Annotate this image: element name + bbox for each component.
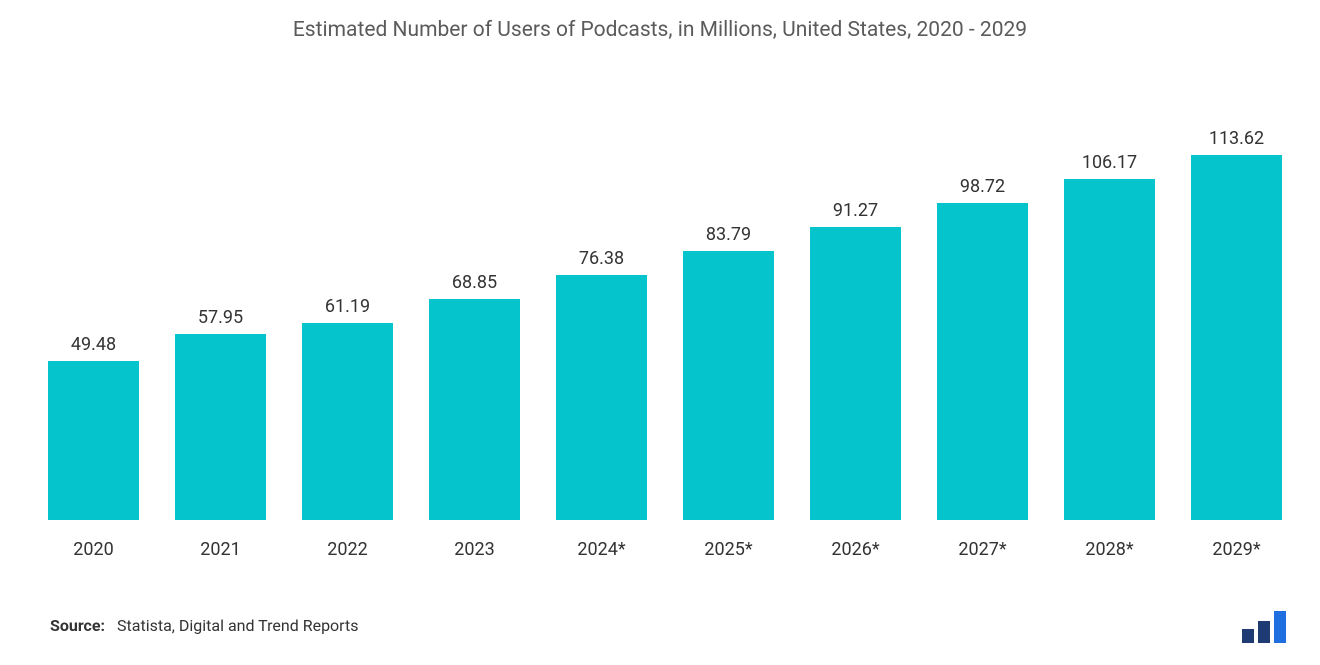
bar-value-label: 98.72	[960, 176, 1005, 197]
bar-value-label: 49.48	[71, 334, 116, 355]
bar-value-label: 91.27	[833, 200, 878, 221]
x-tick-label: 2024*	[538, 539, 665, 560]
bar	[556, 275, 647, 521]
bar-value-label: 76.38	[579, 248, 624, 269]
chart-title: Estimated Number of Users of Podcasts, i…	[0, 18, 1320, 42]
bar	[810, 227, 901, 520]
bar-slot: 61.19	[284, 70, 411, 520]
bar-value-label: 113.62	[1209, 128, 1264, 149]
bar	[683, 251, 774, 520]
x-tick-label: 2023	[411, 539, 538, 560]
x-tick-label: 2026*	[792, 539, 919, 560]
x-axis: 20202021202220232024*2025*2026*2027*2028…	[30, 539, 1300, 560]
x-tick-label: 2022	[284, 539, 411, 560]
bar	[937, 203, 1028, 520]
x-tick-label: 2021	[157, 539, 284, 560]
x-tick-label: 2020	[30, 539, 157, 560]
bar-value-label: 68.85	[452, 272, 497, 293]
x-tick-label: 2029*	[1173, 539, 1300, 560]
bar-slot: 49.48	[30, 70, 157, 520]
x-tick-label: 2028*	[1046, 539, 1173, 560]
bar-slot: 113.62	[1173, 70, 1300, 520]
bar-slot: 98.72	[919, 70, 1046, 520]
bars-group: 49.48 57.95 61.19 68.85 76.38 83.79 91.27 98.72…	[30, 70, 1300, 520]
bar-value-label: 57.95	[198, 307, 243, 328]
bar	[175, 334, 266, 520]
bar-slot: 83.79	[665, 70, 792, 520]
source-text: Statista, Digital and Trend Reports	[117, 616, 358, 635]
bar-slot: 68.85	[411, 70, 538, 520]
x-tick-label: 2025*	[665, 539, 792, 560]
plot-area: 49.48 57.95 61.19 68.85 76.38 83.79 91.27 98.72…	[30, 70, 1300, 520]
bar	[429, 299, 520, 520]
bar	[48, 361, 139, 520]
bar-value-label: 83.79	[706, 224, 751, 245]
bar-slot: 76.38	[538, 70, 665, 520]
x-tick-label: 2027*	[919, 539, 1046, 560]
source-footer: Source: Statista, Digital and Trend Repo…	[50, 616, 358, 635]
bar-value-label: 61.19	[325, 296, 370, 317]
bar-slot: 91.27	[792, 70, 919, 520]
brand-logo-icon	[1240, 609, 1292, 643]
bar-slot: 106.17	[1046, 70, 1173, 520]
bar-value-label: 106.17	[1082, 152, 1137, 173]
bar	[1191, 155, 1282, 520]
bar	[1064, 179, 1155, 520]
bar-slot: 57.95	[157, 70, 284, 520]
source-label: Source:	[50, 616, 105, 635]
bar	[302, 323, 393, 520]
chart-container: Estimated Number of Users of Podcasts, i…	[0, 0, 1320, 665]
